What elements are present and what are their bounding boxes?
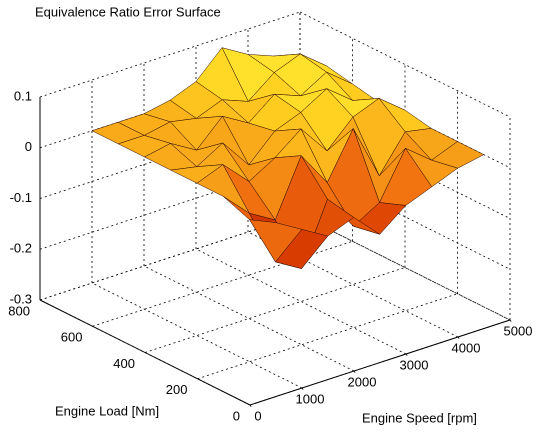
grid-line <box>299 214 511 321</box>
y-axis-label: Engine Load [Nm] <box>55 403 159 418</box>
x-tick-label: 4000 <box>452 340 481 355</box>
tick-mark <box>353 370 358 376</box>
y-tick-label: 400 <box>113 356 135 371</box>
surface-cell <box>249 219 303 263</box>
x-tick-label: 5000 <box>504 323 533 338</box>
x-tick-label: 3000 <box>400 357 429 372</box>
tick-mark <box>301 387 306 393</box>
y-tick-label: 200 <box>166 382 188 397</box>
z-tick-label: 0 <box>25 139 32 154</box>
x-tick-label: 2000 <box>348 374 377 389</box>
x-tick-label: 1000 <box>296 391 325 406</box>
grid-line <box>299 163 511 270</box>
y-tick-label: 0 <box>233 408 240 423</box>
y-tick-label: 600 <box>61 330 83 345</box>
grid-line <box>197 293 458 380</box>
x-axis-label: Engine Speed [rpm] <box>362 410 477 425</box>
z-tick-label: -0.1 <box>10 190 32 205</box>
y-tick-label: 800 <box>8 303 30 318</box>
grid-line <box>143 265 355 372</box>
grid-line <box>144 267 406 353</box>
grid-line <box>39 163 301 250</box>
z-tick-label: 0.1 <box>14 88 32 103</box>
axis-line <box>39 299 251 406</box>
z-tick-label: -0.2 <box>10 241 32 256</box>
x-tick-label: 0 <box>254 408 261 423</box>
chart-title: Equivalence Ratio Error Surface <box>35 4 221 19</box>
grid-line <box>299 214 511 321</box>
grid-line <box>299 11 511 118</box>
grid-line <box>39 11 301 98</box>
axis-line <box>249 319 511 406</box>
z-tick-label: -0.3 <box>10 291 32 306</box>
grid-line <box>39 214 301 301</box>
tick-mark <box>457 336 462 342</box>
tick-mark <box>405 353 410 359</box>
grid-line <box>195 248 407 355</box>
grid-line <box>299 113 511 219</box>
tick-mark <box>249 404 254 410</box>
grid-line <box>91 282 303 389</box>
grid-line <box>92 240 353 327</box>
tick-mark <box>509 319 514 325</box>
